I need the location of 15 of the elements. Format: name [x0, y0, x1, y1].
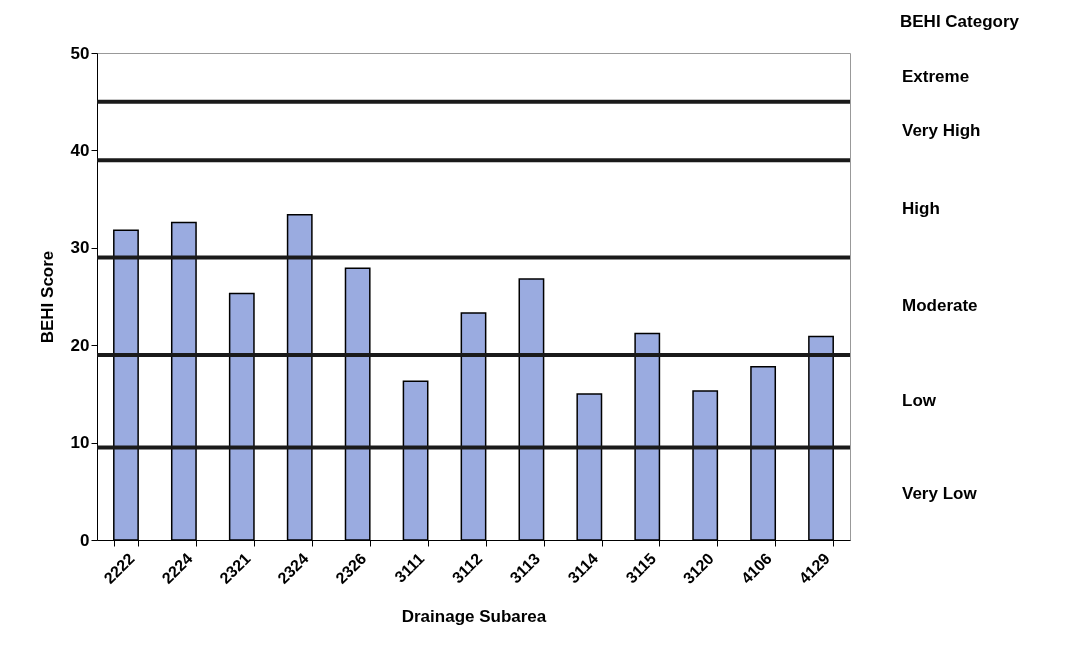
y-tick-label: 30: [70, 238, 90, 258]
text: Moderate: [902, 296, 978, 316]
y-tick-label: 40: [70, 140, 90, 160]
text: Very Low: [902, 483, 978, 503]
text: Very High: [902, 120, 981, 140]
y-tick-label: 20: [70, 335, 90, 355]
y-tick-label: 50: [70, 43, 90, 63]
text: Extreme: [902, 67, 970, 87]
text: BEHI Category: [900, 12, 1020, 31]
y-tick-label: 10: [70, 433, 90, 453]
x-axis-title: Drainage Subarea: [401, 606, 547, 626]
y-axis-title: BEHI Score: [37, 250, 57, 344]
y-tick-label: 0: [80, 530, 90, 550]
text: High: [902, 198, 940, 218]
text: Low: [902, 391, 937, 411]
